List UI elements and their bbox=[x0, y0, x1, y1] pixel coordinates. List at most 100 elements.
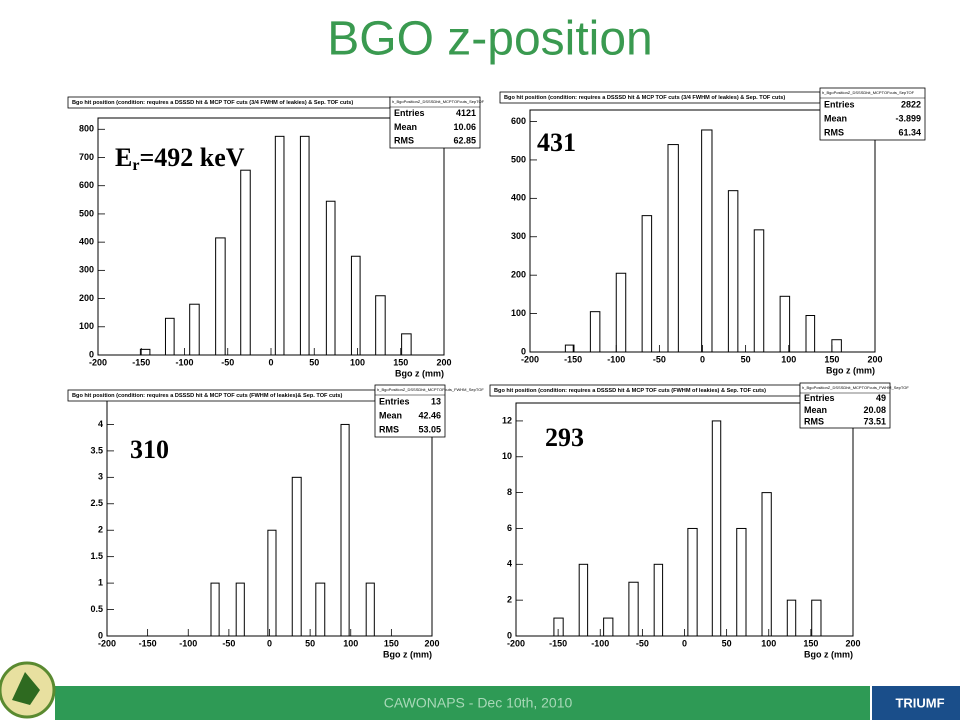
stats-name: h_BgoPositionZ_DSSSDhit_MCPTOFcuts_FWHM_… bbox=[377, 387, 484, 392]
annotation-main: 310 bbox=[130, 435, 169, 464]
y-tick-label: 100 bbox=[79, 321, 94, 331]
stats-box bbox=[374, 384, 446, 438]
histogram-bar bbox=[727, 190, 739, 353]
y-tick-label: 12 bbox=[502, 415, 512, 425]
histogram-bar bbox=[628, 581, 639, 637]
x-tick-label: 50 bbox=[741, 354, 751, 364]
x-tick-label: 50 bbox=[722, 638, 732, 648]
histogram-title: Bgo hit position (condition: requires a … bbox=[72, 100, 353, 106]
histogram-bar bbox=[831, 339, 842, 353]
x-tick-label: 100 bbox=[781, 354, 796, 364]
x-tick-label: -100 bbox=[607, 354, 625, 364]
histogram-bar bbox=[340, 423, 350, 637]
stats-label: Mean bbox=[394, 122, 417, 132]
x-tick-label: 200 bbox=[436, 357, 451, 367]
histogram-bar bbox=[589, 311, 601, 353]
y-tick-label: 2 bbox=[507, 595, 512, 605]
y-tick-label: 800 bbox=[79, 124, 94, 134]
x-tick-label: 0 bbox=[268, 357, 273, 367]
histogram-bar bbox=[139, 348, 151, 356]
annotation: 310 bbox=[130, 435, 169, 464]
histogram-bar bbox=[615, 272, 627, 353]
y-tick-label: 0 bbox=[89, 349, 94, 359]
x-tick-label: -200 bbox=[89, 357, 107, 367]
y-tick-label: 0 bbox=[507, 630, 512, 640]
histogram-bar bbox=[786, 599, 797, 637]
histogram-bar bbox=[736, 527, 747, 637]
y-tick-label: 300 bbox=[79, 265, 94, 275]
x-tick-label: 200 bbox=[867, 354, 882, 364]
charts: Bgo hit position (condition: requires a … bbox=[67, 87, 926, 659]
x-tick-label: -100 bbox=[591, 638, 609, 648]
stats-label: Entries bbox=[824, 99, 855, 109]
y-tick-label: 4 bbox=[98, 419, 103, 429]
x-tick-label: 0 bbox=[700, 354, 705, 364]
stats-value: 20.08 bbox=[863, 405, 886, 415]
y-tick-label: 200 bbox=[511, 270, 526, 280]
histogram-bar bbox=[701, 129, 713, 353]
plot-frame bbox=[529, 109, 876, 353]
stats-value: 53.05 bbox=[418, 424, 441, 434]
x-tick-label: 100 bbox=[350, 357, 365, 367]
annotation-main: 293 bbox=[545, 423, 584, 452]
annotation-main: E bbox=[115, 143, 132, 172]
stats-label: Entries bbox=[379, 396, 410, 406]
x-tick-label: -50 bbox=[222, 638, 235, 648]
stats-label: RMS bbox=[394, 136, 414, 146]
histogram-bar bbox=[653, 563, 664, 637]
stats-value: 73.51 bbox=[863, 417, 886, 427]
y-tick-label: 1 bbox=[98, 577, 103, 587]
x-tick-label: 0 bbox=[682, 638, 687, 648]
stats-label: Entries bbox=[394, 108, 425, 118]
x-tick-label: 100 bbox=[761, 638, 776, 648]
annotation-sub: r bbox=[132, 157, 139, 174]
y-tick-label: 3.5 bbox=[90, 445, 103, 455]
histogram-bar bbox=[603, 617, 614, 637]
x-tick-label: -200 bbox=[98, 638, 116, 648]
histogram-bar bbox=[325, 200, 336, 356]
histogram-bar bbox=[641, 215, 653, 353]
x-tick-label: 50 bbox=[309, 357, 319, 367]
x-tick-label: -50 bbox=[221, 357, 234, 367]
x-tick-label: 150 bbox=[803, 638, 818, 648]
histogram-bar bbox=[553, 617, 564, 637]
stats-value: 61.34 bbox=[898, 127, 921, 137]
annotation-main: 431 bbox=[537, 128, 576, 157]
stats-name: h_BgoPositionZ_DSSSDhit_MCPTOFcuts_SepTO… bbox=[822, 90, 915, 95]
histogram-title: Bgo hit position (condition: requires a … bbox=[72, 393, 343, 399]
y-tick-label: 0.5 bbox=[90, 604, 103, 614]
x-tick-label: 50 bbox=[305, 638, 315, 648]
x-tick-label: 0 bbox=[267, 638, 272, 648]
histogram-panel: Bgo hit position (condition: requires a … bbox=[499, 87, 926, 375]
x-tick-label: 200 bbox=[845, 638, 860, 648]
histogram-bar bbox=[805, 315, 816, 353]
histogram-bar bbox=[375, 295, 386, 356]
histogram-title: Bgo hit position (condition: requires a … bbox=[494, 388, 766, 394]
x-tick-label: 100 bbox=[343, 638, 358, 648]
histogram-bar bbox=[667, 144, 679, 353]
stats-value: 13 bbox=[431, 396, 441, 406]
histogram-bar bbox=[811, 599, 822, 637]
y-tick-label: 100 bbox=[511, 308, 526, 318]
x-tick-label: -200 bbox=[521, 354, 539, 364]
histogram-bar bbox=[401, 333, 412, 356]
stats-label: RMS bbox=[379, 424, 399, 434]
stats-box bbox=[799, 382, 891, 429]
x-tick-label: -100 bbox=[179, 638, 197, 648]
histogram-title: Bgo hit position (condition: requires a … bbox=[504, 95, 785, 101]
y-tick-label: 200 bbox=[79, 293, 94, 303]
stats-name: h_BgoPositionZ_DSSSDhit_MCPTOFcuts_FWHM_… bbox=[802, 385, 909, 390]
x-tick-label: -50 bbox=[653, 354, 666, 364]
stats-label: Mean bbox=[804, 405, 827, 415]
footer-bar bbox=[55, 686, 870, 720]
stats-label: RMS bbox=[824, 127, 844, 137]
histogram-bar bbox=[235, 582, 245, 637]
histogram-bar bbox=[299, 135, 310, 356]
y-tick-label: 10 bbox=[502, 451, 512, 461]
y-tick-label: 1.5 bbox=[90, 551, 103, 561]
stats-label: Entries bbox=[804, 393, 835, 403]
stats-value: -3.899 bbox=[895, 113, 921, 123]
histogram-bar bbox=[267, 529, 277, 637]
histogram-bar bbox=[189, 303, 200, 356]
stats-value: 62.85 bbox=[453, 136, 476, 146]
